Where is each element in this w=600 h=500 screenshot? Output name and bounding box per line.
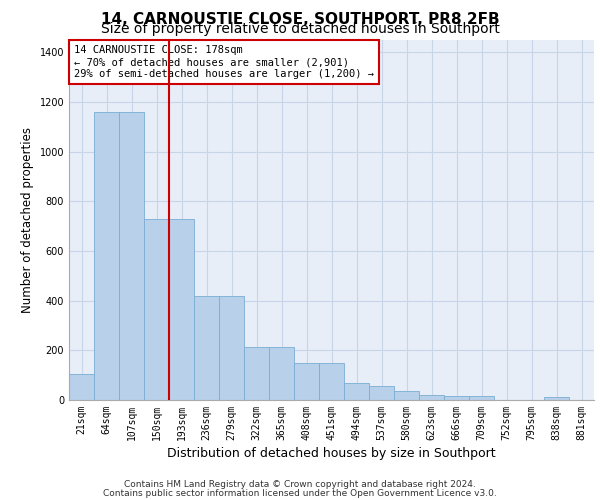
Bar: [344, 382, 369, 400]
Bar: [419, 395, 444, 400]
Text: Size of property relative to detached houses in Southport: Size of property relative to detached ho…: [101, 22, 499, 36]
Bar: [219, 296, 244, 400]
Text: 14, CARNOUSTIE CLOSE, SOUTHPORT, PR8 2FB: 14, CARNOUSTIE CLOSE, SOUTHPORT, PR8 2FB: [101, 12, 499, 26]
Bar: [294, 363, 319, 400]
Bar: [444, 396, 469, 400]
Y-axis label: Number of detached properties: Number of detached properties: [21, 127, 34, 313]
Bar: [144, 219, 169, 400]
Bar: [319, 363, 344, 400]
Text: Contains public sector information licensed under the Open Government Licence v3: Contains public sector information licen…: [103, 488, 497, 498]
Bar: [369, 386, 394, 400]
Bar: [194, 296, 219, 400]
Bar: [469, 396, 494, 400]
Bar: [394, 392, 419, 400]
Bar: [269, 346, 294, 400]
Bar: [169, 219, 194, 400]
Text: Contains HM Land Registry data © Crown copyright and database right 2024.: Contains HM Land Registry data © Crown c…: [124, 480, 476, 489]
Text: 14 CARNOUSTIE CLOSE: 178sqm
← 70% of detached houses are smaller (2,901)
29% of : 14 CARNOUSTIE CLOSE: 178sqm ← 70% of det…: [74, 46, 374, 78]
Bar: [119, 112, 144, 400]
Bar: [544, 397, 569, 400]
Bar: [94, 112, 119, 400]
Bar: [244, 346, 269, 400]
X-axis label: Distribution of detached houses by size in Southport: Distribution of detached houses by size …: [167, 447, 496, 460]
Bar: [69, 374, 94, 400]
